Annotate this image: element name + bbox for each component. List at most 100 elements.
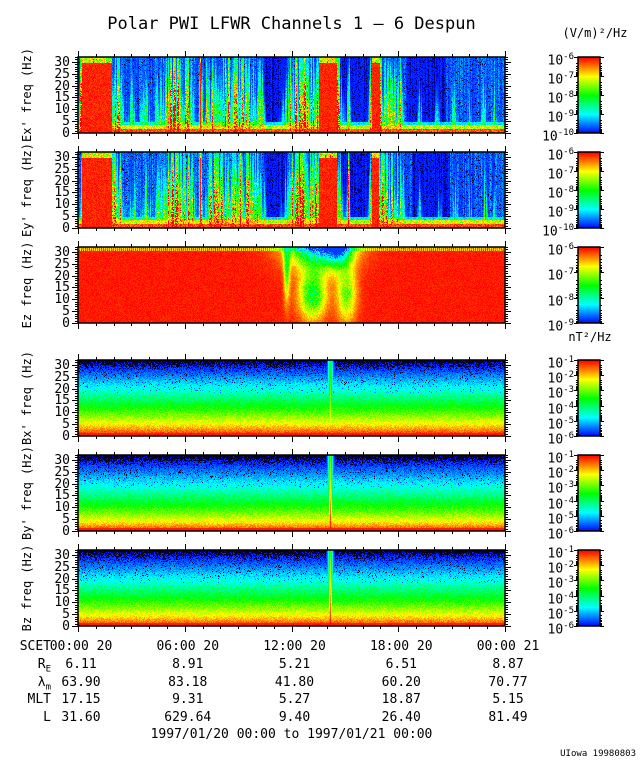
colorbar-tick-label: 10-7	[547, 71, 575, 88]
y-tick-label: 30	[54, 547, 70, 563]
ephemeris-value: 18.87	[381, 692, 421, 707]
ephemeris-value: 6.11	[65, 657, 97, 672]
ephemeris-row-label-MLT: MLT	[27, 692, 51, 707]
colorbar-tick-label: 10-6	[547, 147, 575, 164]
credit: UIowa 19980803	[560, 749, 636, 759]
colorbar-tick-label: 10-6	[547, 621, 575, 638]
y-tick-label: 20	[54, 571, 70, 587]
ephemeris-value: 629.64	[164, 710, 212, 725]
ephemeris-value: 8.91	[172, 657, 204, 672]
y-tick-label: 25	[54, 559, 70, 575]
colorbar-canvas-Bx	[572, 354, 606, 442]
y-axis-label-Bx: Bx' freq (Hz)	[20, 351, 34, 445]
colorbar-tick-label: 10-2	[547, 370, 575, 387]
y-tick-label: 0	[62, 524, 70, 539]
y-tick-label: 5	[62, 114, 70, 130]
colorbar-tick-label: 10-8	[547, 292, 575, 309]
y-tick-label: 30	[54, 357, 70, 373]
colorbar-tick-label: 10-1	[547, 545, 575, 562]
colorbar-tick-label: 10-6	[547, 526, 575, 543]
colorbar-tick-label: 10-9	[547, 204, 575, 221]
y-tick-label: 30	[54, 54, 70, 70]
ephemeris-value: 5.15	[492, 692, 524, 707]
y-tick-label: 10	[54, 197, 70, 213]
spectrogram-canvas-By	[70, 447, 513, 539]
y-tick-label: 20	[54, 78, 70, 94]
colorbar-tick-label: 10-3	[547, 575, 575, 592]
ephemeris-value: 41.80	[274, 675, 315, 690]
ephemeris-value: 6.51	[385, 657, 417, 672]
y-axis-label-By: By' freq (Hz)	[20, 446, 34, 540]
y-tick-label: 10	[54, 292, 70, 308]
y-tick-label: 5	[62, 512, 70, 528]
colorbar-tick-label: 10-8	[547, 90, 575, 107]
time-tick-label: 00:00 21	[476, 639, 540, 654]
y-tick-label: 10	[54, 102, 70, 118]
colorbar-tick-label: 10-6	[547, 52, 575, 69]
y-tick-label: 25	[54, 464, 70, 480]
y-tick-label: 15	[54, 185, 70, 201]
colorbar-canvas-Bz	[572, 544, 606, 632]
y-tick-label: 0	[62, 126, 70, 141]
spectrogram-canvas-Ex	[70, 49, 513, 141]
colorbar-tick-label: 10-5	[547, 510, 575, 528]
spectrogram-canvas-Ez	[70, 239, 513, 331]
y-tick-label: 15	[54, 393, 70, 409]
ephemeris-row-label-λ: λm	[37, 675, 51, 693]
y-tick-label: 30	[54, 244, 70, 260]
y-tick-label: 15	[54, 583, 70, 599]
y-tick-label: 15	[54, 280, 70, 296]
colorbar-canvas-Ex	[572, 51, 606, 139]
colorbar-tick-label: 10-7	[547, 166, 575, 183]
ephemeris-value: 31.60	[61, 710, 101, 725]
y-axis-label-Ey: Ey' freq (Hz)	[20, 143, 34, 237]
y-tick-label: 15	[54, 90, 70, 106]
colorbar-canvas-Ey	[572, 146, 606, 234]
y-tick-label: 25	[54, 369, 70, 385]
colorbar-tick-label: 10-4	[547, 400, 575, 417]
ephemeris-value: 63.90	[61, 675, 101, 690]
spectrogram-canvas-Bx	[70, 352, 513, 444]
colorbar-tick-label: 10-9	[547, 109, 575, 126]
colorbar-tick-label: 10-8	[547, 185, 575, 202]
ephemeris-row-label-L: L	[43, 710, 51, 725]
ephemeris-row-label-R: RE	[37, 657, 51, 675]
colorbar-tick-label: 10-10	[542, 223, 574, 240]
colorbar-tick-label: 10-4	[547, 590, 575, 607]
b-colorbar-unit-label: nT²/Hz	[568, 330, 612, 344]
colorbar-tick-label: 10-2	[547, 465, 575, 482]
date-range: 1997/01/20 00:00 to 1997/01/21 00:00	[150, 727, 433, 742]
y-tick-label: 5	[62, 417, 70, 433]
colorbar-tick-label: 10-7	[547, 267, 575, 284]
y-tick-label: 10	[54, 500, 70, 516]
colorbar-tick-label: 10-5	[547, 415, 575, 433]
y-tick-label: 10	[54, 595, 70, 611]
colorbar-tick-label: 10-1	[547, 355, 575, 372]
colorbar-tick-label: 10-3	[547, 480, 575, 497]
ephemeris-value: 70.77	[488, 675, 528, 690]
colorbar-tick-label: 10-2	[547, 560, 575, 577]
spectrogram-canvas-Bz	[70, 542, 513, 634]
y-tick-label: 5	[62, 304, 70, 320]
y-axis-label-Ex: Ex' freq (Hz)	[20, 48, 34, 142]
y-tick-label: 0	[62, 429, 70, 444]
time-tick-label: 06:00 20	[156, 639, 220, 654]
colorbar-tick-label: 10-10	[542, 128, 574, 145]
y-tick-label: 5	[62, 209, 70, 225]
colorbar-canvas-Ez	[572, 241, 606, 329]
ephemeris-value: 81.49	[488, 710, 528, 725]
y-tick-label: 25	[54, 256, 70, 272]
y-tick-label: 10	[54, 405, 70, 421]
colorbar-tick-label: 10-1	[547, 450, 575, 467]
y-tick-label: 5	[62, 607, 70, 623]
ephemeris-value: 17.15	[61, 692, 101, 707]
ephemeris-value: 9.40	[278, 710, 311, 725]
y-tick-label: 20	[54, 173, 70, 189]
y-axis-label-Ez: Ez freq (Hz)	[20, 241, 34, 329]
colorbar-tick-label: 10-6	[547, 242, 575, 259]
colorbar-tick-label: 10-9	[547, 318, 575, 335]
y-tick-label: 25	[54, 66, 70, 82]
colorbar-tick-label: 10-3	[547, 385, 575, 402]
y-tick-label: 0	[62, 619, 70, 634]
